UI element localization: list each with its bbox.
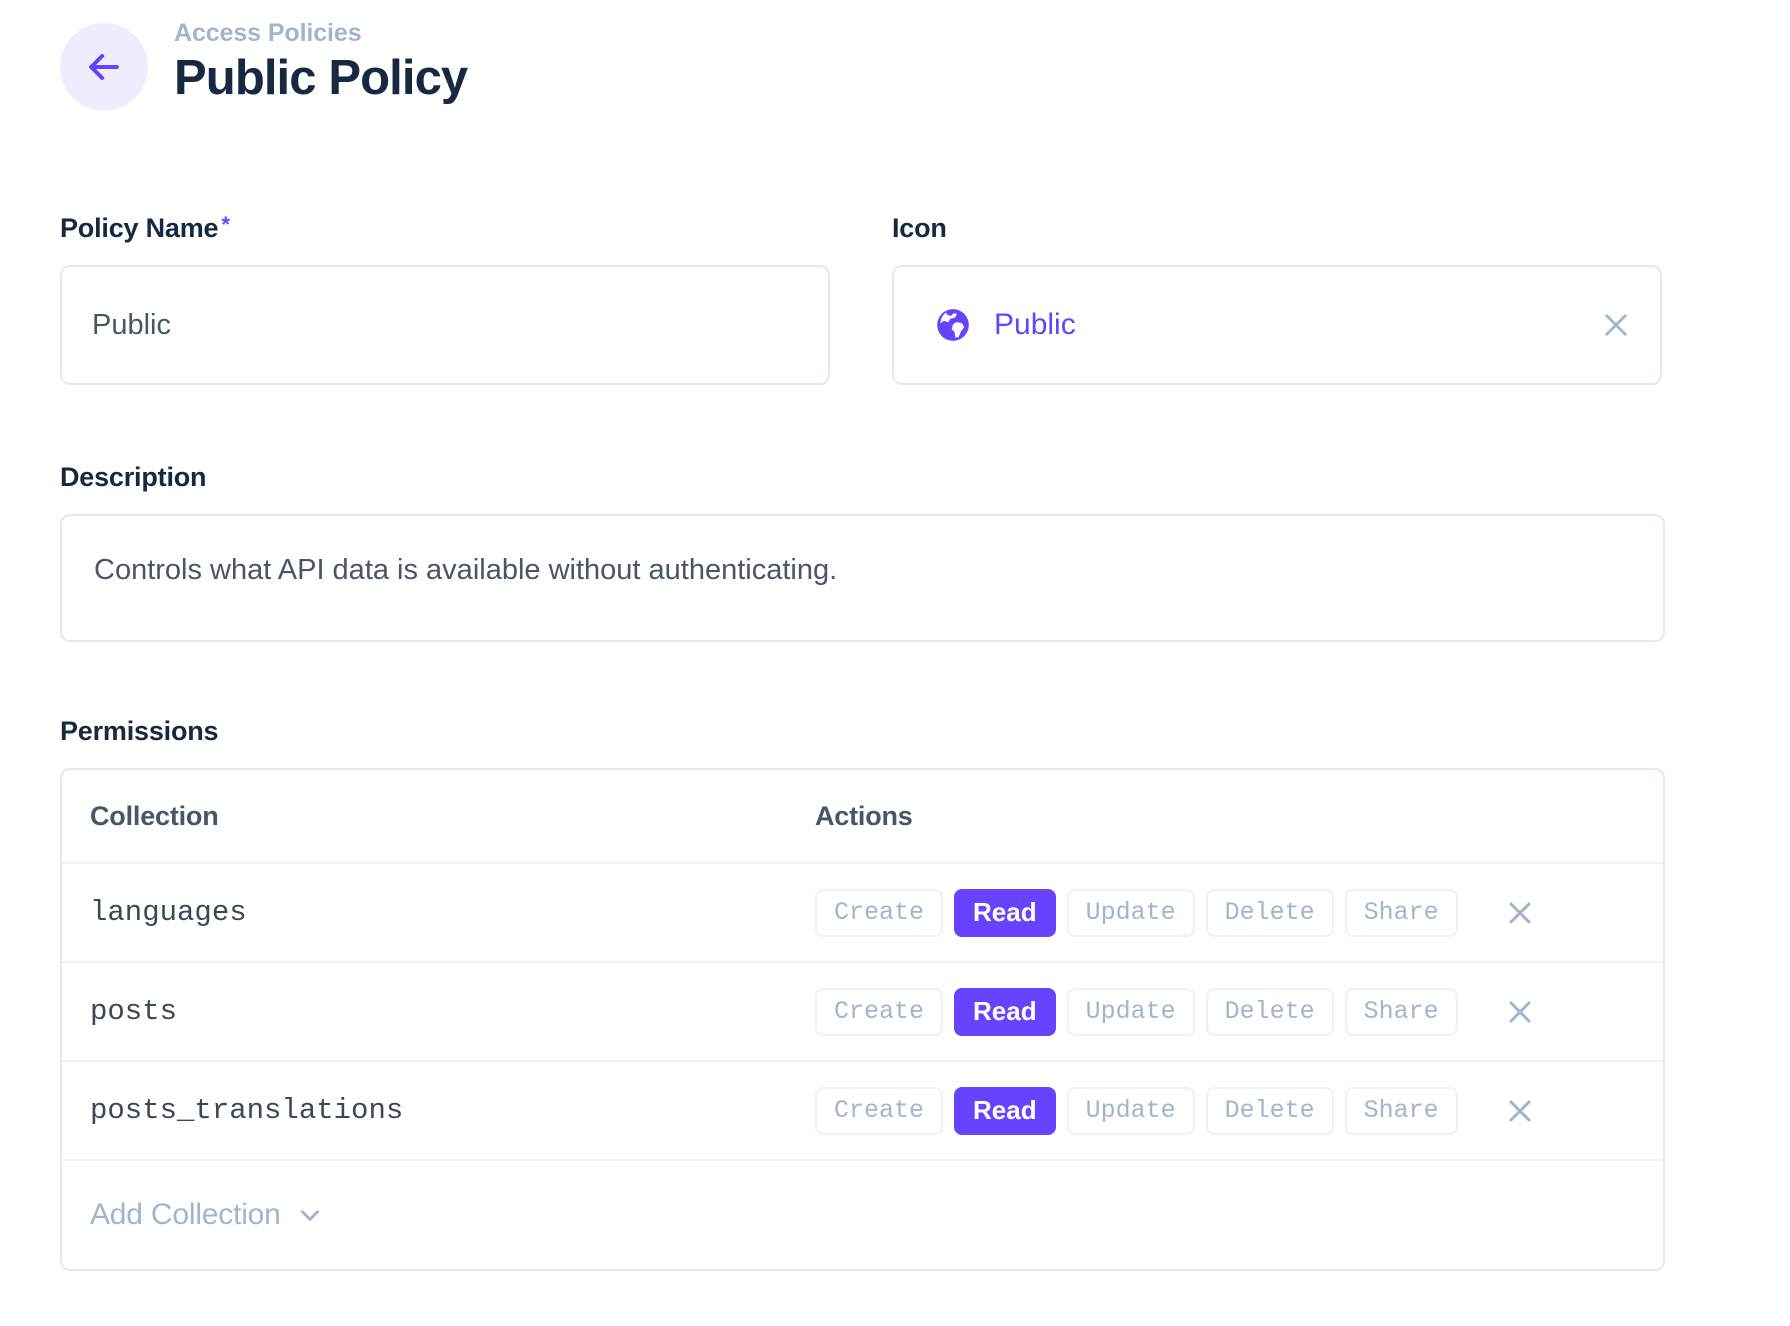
table-row: languages Create Read Update Delete Shar… [62,864,1663,963]
action-chip-read[interactable]: Read [954,1086,1056,1135]
icon-label-text: Icon [892,213,947,243]
action-chip-create[interactable]: Create [815,888,944,937]
collection-name: posts_translations [90,1094,404,1127]
back-button[interactable] [60,23,148,111]
action-chip-read[interactable]: Read [954,987,1056,1036]
action-chip-create[interactable]: Create [815,987,944,1036]
action-chip-update[interactable]: Update [1066,987,1195,1036]
description-label-text: Description [60,462,207,492]
top-field-row: Policy Name * Public Icon Publi [60,213,1730,385]
column-header-actions: Actions [815,800,913,831]
policy-name-value: Public [92,308,171,341]
remove-row-button[interactable] [1497,890,1543,936]
description-value: Controls what API data is available with… [94,554,838,586]
description-input[interactable]: Controls what API data is available with… [60,514,1665,642]
description-field: Description Controls what API data is av… [60,462,1730,642]
page-title: Public Policy [174,50,468,105]
action-chip-share[interactable]: Share [1344,987,1458,1036]
permissions-label-text: Permissions [60,716,219,746]
policy-name-field: Policy Name * Public [60,213,830,385]
action-chip-read[interactable]: Read [954,888,1056,937]
table-row: posts_translations Create Read Update De… [62,1062,1663,1161]
arrow-left-icon [82,45,126,89]
policy-name-label: Policy Name * [60,213,830,244]
action-chip-share[interactable]: Share [1344,888,1458,937]
actions-cell: Create Read Update Delete Share [815,888,1633,937]
remove-row-button[interactable] [1497,989,1543,1035]
action-chip-delete[interactable]: Delete [1205,987,1334,1036]
permissions-section: Permissions Collection Actions languages… [60,716,1730,1271]
icon-field: Icon Public [892,213,1662,385]
icon-select[interactable]: Public [892,265,1662,385]
action-chip-create[interactable]: Create [815,1086,944,1135]
action-chip-update[interactable]: Update [1066,1086,1195,1135]
description-label: Description [60,462,1730,493]
table-header: Collection Actions [62,770,1663,864]
actions-cell: Create Read Update Delete Share [815,987,1633,1036]
column-header-collection: Collection [90,800,219,831]
page-header: Access Policies Public Policy [0,0,1790,120]
add-collection-button[interactable]: Add Collection [62,1161,1663,1269]
action-chip-update[interactable]: Update [1066,888,1195,937]
action-chip-delete[interactable]: Delete [1205,1086,1334,1135]
policy-name-label-text: Policy Name [60,213,219,243]
policy-name-input[interactable]: Public [60,265,830,385]
required-asterisk: * [221,212,230,237]
collection-name: posts [90,995,178,1028]
close-icon[interactable] [1598,307,1634,343]
action-chip-share[interactable]: Share [1344,1086,1458,1135]
icon-label: Icon [892,213,1662,244]
chevron-down-icon [295,1200,325,1230]
actions-cell: Create Read Update Delete Share [815,1086,1633,1135]
form-content: Policy Name * Public Icon Publi [0,213,1790,1271]
collection-name: languages [90,896,247,929]
permissions-table: Collection Actions languages Create Read… [60,768,1665,1271]
permissions-label: Permissions [60,716,1730,747]
globe-icon [934,306,972,344]
remove-row-button[interactable] [1497,1088,1543,1134]
title-block: Access Policies Public Policy [174,19,468,107]
table-row: posts Create Read Update Delete Share [62,963,1663,1062]
breadcrumb[interactable]: Access Policies [174,19,362,48]
icon-value: Public [994,308,1076,341]
action-chip-delete[interactable]: Delete [1205,888,1334,937]
add-collection-label: Add Collection [90,1198,281,1231]
